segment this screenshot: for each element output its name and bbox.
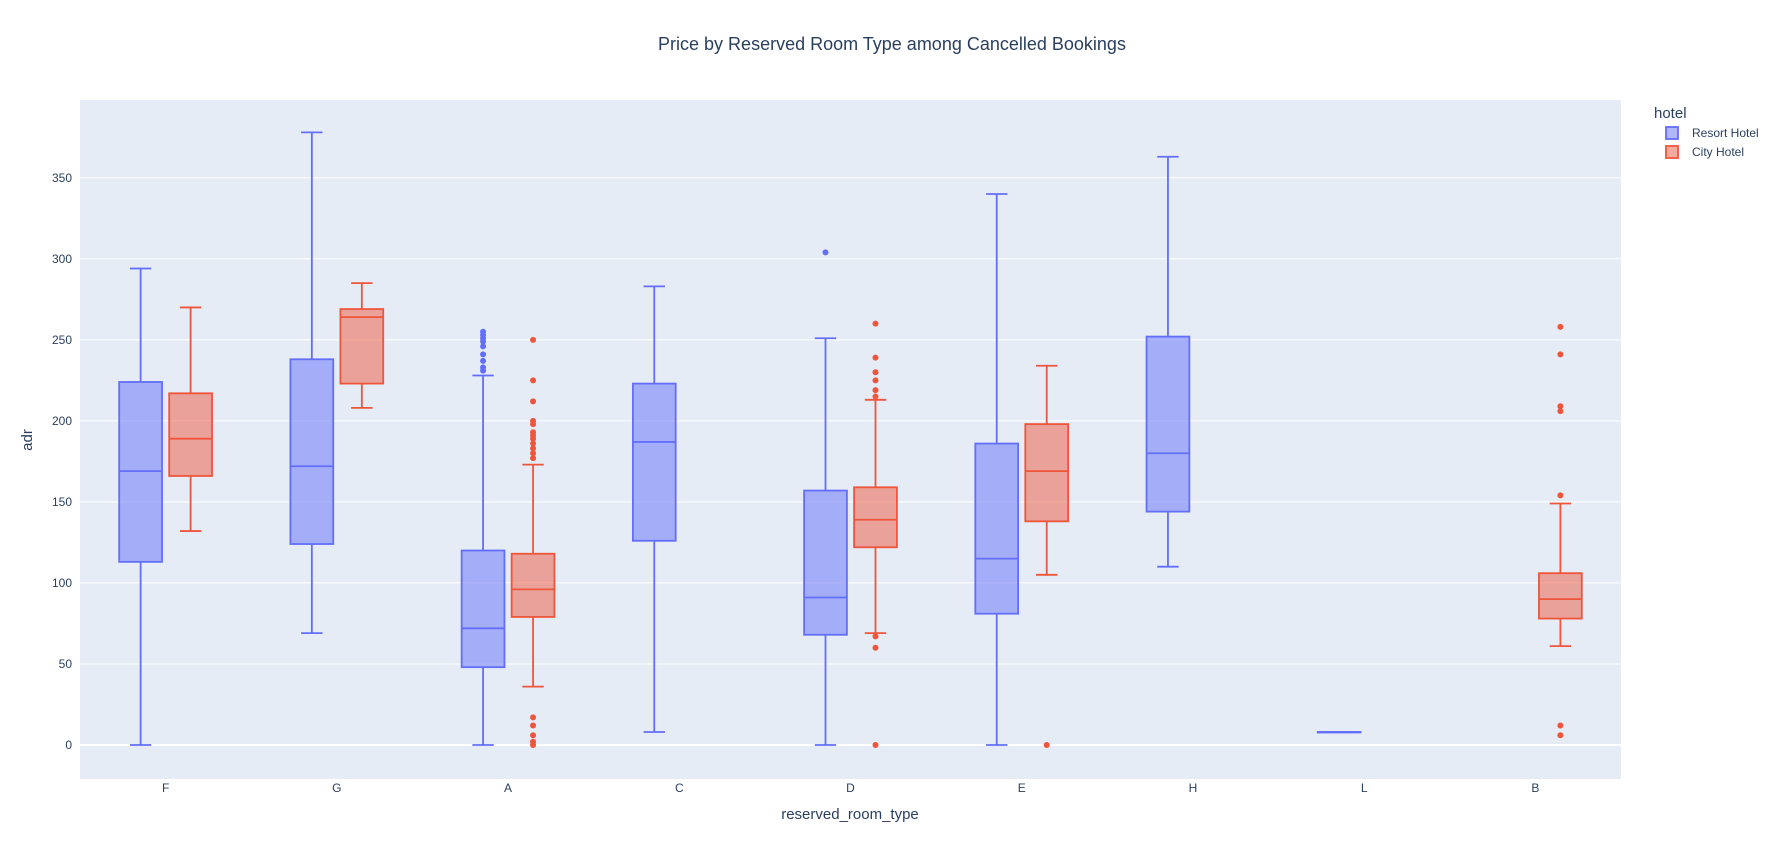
outlier-point: [530, 722, 537, 729]
y-tick-label: 0: [65, 738, 72, 752]
outlier-point: [1557, 351, 1564, 358]
x-tick-label: H: [1189, 781, 1198, 795]
outlier-point: [480, 328, 487, 335]
box-body: [339, 308, 385, 385]
y-axis-title: adr: [19, 429, 36, 451]
box-group: [460, 328, 506, 746]
x-tick-label: F: [162, 781, 169, 795]
y-tick-label: 300: [52, 252, 72, 266]
outlier-point: [872, 369, 879, 376]
x-tick-label: A: [504, 781, 512, 795]
outlier-point: [872, 741, 879, 748]
chart-title: Price by Reserved Room Type among Cancel…: [658, 34, 1126, 54]
outlier-point: [530, 398, 537, 405]
outlier-point: [872, 387, 879, 394]
outlier-point: [872, 354, 879, 361]
box-group: [289, 131, 335, 635]
outlier-point: [530, 455, 537, 462]
box-group: [118, 267, 163, 746]
outlier-point: [480, 357, 487, 364]
box-group: [631, 285, 677, 733]
x-tick-label: C: [675, 781, 684, 795]
box-body: [803, 489, 848, 636]
x-tick-label: D: [846, 781, 855, 795]
outlier-point: [872, 633, 879, 640]
box-body: [631, 382, 677, 542]
outlier-point: [1557, 403, 1564, 410]
outlier-point: [872, 644, 879, 651]
box-group: [168, 306, 213, 532]
outlier-point: [1557, 492, 1564, 499]
gridlines: [80, 177, 1621, 746]
outlier-point: [1557, 408, 1564, 415]
box-group: [510, 336, 556, 748]
box-group: [1145, 155, 1191, 568]
box-group: [339, 282, 385, 409]
legend-label: Resort Hotel: [1692, 126, 1759, 140]
outlier-point: [822, 249, 829, 256]
y-tick-label: 100: [52, 576, 72, 590]
y-tick-label: 200: [52, 414, 72, 428]
outlier-point: [530, 445, 537, 452]
x-tick-label: G: [332, 781, 341, 795]
x-tick-label: B: [1531, 781, 1539, 795]
box-group: [1024, 364, 1070, 748]
box-body: [1145, 335, 1191, 513]
outlier-point: [530, 440, 537, 447]
x-tick-label: E: [1018, 781, 1026, 795]
box-group: [803, 249, 848, 746]
box-body: [974, 442, 1020, 615]
x-axis-title: reserved_room_type: [781, 806, 919, 823]
outlier-point: [1557, 722, 1564, 729]
outlier-point: [530, 377, 537, 384]
box-group: [974, 193, 1020, 746]
box-body: [168, 392, 213, 477]
outlier-point: [530, 714, 537, 721]
outlier-point: [480, 351, 487, 358]
box-body: [510, 552, 556, 618]
y-tick-label: 250: [52, 333, 72, 347]
box-group: [1538, 323, 1583, 739]
legend-label: City Hotel: [1692, 145, 1744, 159]
outlier-point: [530, 732, 537, 739]
legend-title: hotel: [1654, 105, 1687, 122]
outlier-point: [1043, 741, 1050, 748]
outlier-point: [1557, 732, 1564, 739]
box-group: [853, 320, 898, 748]
x-tick-label: L: [1361, 781, 1368, 795]
outlier-point: [872, 377, 879, 384]
outlier-point: [530, 336, 537, 343]
legend: hotel Resort Hotel City Hotel: [1654, 105, 1759, 159]
y-tick-label: 50: [59, 657, 73, 671]
outlier-point: [530, 417, 537, 424]
plot-background: [80, 100, 1621, 779]
box-body: [1538, 572, 1583, 620]
box-group: [1316, 731, 1362, 734]
legend-swatch: [1665, 145, 1679, 159]
box-body: [853, 486, 898, 549]
outlier-point: [530, 450, 537, 457]
outlier-point: [1557, 323, 1564, 330]
y-tick-labels: 0 50 100 150 200 250 300 350: [52, 171, 72, 752]
box-body: [289, 358, 335, 545]
outlier-point: [530, 429, 537, 436]
box-body: [460, 549, 506, 669]
outlier-point: [872, 320, 879, 327]
outlier-point: [480, 364, 487, 371]
outlier-point: [530, 738, 537, 745]
legend-swatch: [1665, 126, 1679, 140]
y-tick-label: 350: [52, 171, 72, 185]
boxes: [118, 131, 1583, 748]
box-body: [1024, 423, 1070, 523]
outlier-point: [872, 393, 879, 400]
y-tick-label: 150: [52, 495, 72, 509]
outlier-point: [480, 343, 487, 350]
